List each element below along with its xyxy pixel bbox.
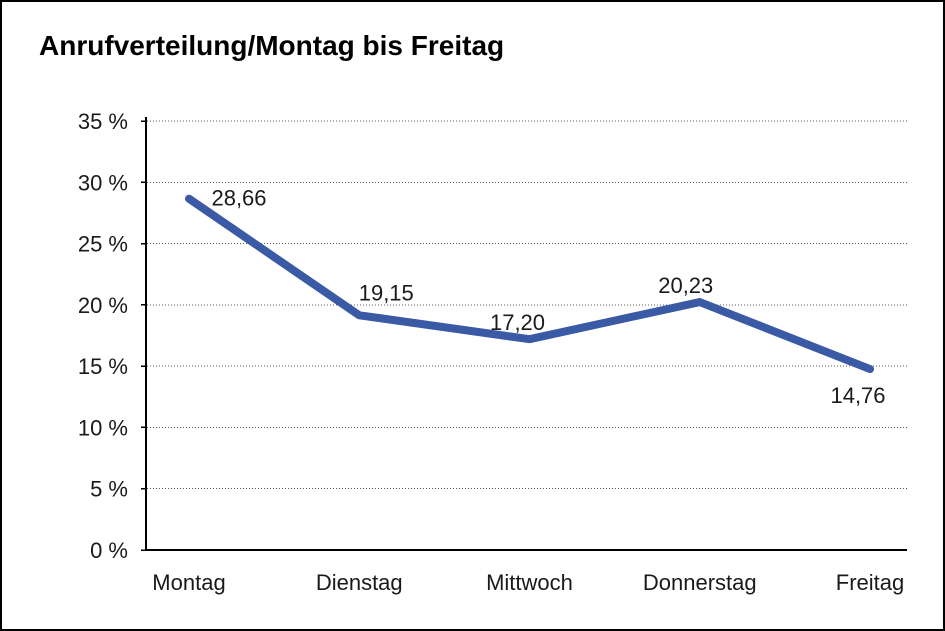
data-point-label: 14,76	[830, 383, 885, 408]
y-tick-label: 0 %	[90, 538, 128, 563]
data-point-label: 17,20	[490, 310, 545, 335]
y-tick-label: 5 %	[90, 477, 128, 502]
y-tick-label: 30 %	[78, 170, 128, 195]
y-tick-label: 15 %	[78, 354, 128, 379]
chart-title: Anrufverteilung/Montag bis Freitag	[39, 30, 505, 61]
data-point-label: 28,66	[211, 186, 266, 211]
y-tick-label: 35 %	[78, 109, 128, 134]
series-line	[185, 194, 874, 374]
y-tick-label: 20 %	[78, 293, 128, 318]
x-axis-label: Dienstag	[316, 570, 403, 595]
y-tick-label: 10 %	[78, 415, 128, 440]
y-tick-label: 25 %	[78, 232, 128, 257]
data-point-label: 19,15	[359, 280, 414, 305]
x-axis-label: Freitag	[836, 570, 904, 595]
x-axis-label: Donnerstag	[643, 570, 757, 595]
data-point-label: 20,23	[658, 273, 713, 298]
x-axis-label: Mittwoch	[486, 570, 573, 595]
x-axis-label: Montag	[152, 570, 225, 595]
